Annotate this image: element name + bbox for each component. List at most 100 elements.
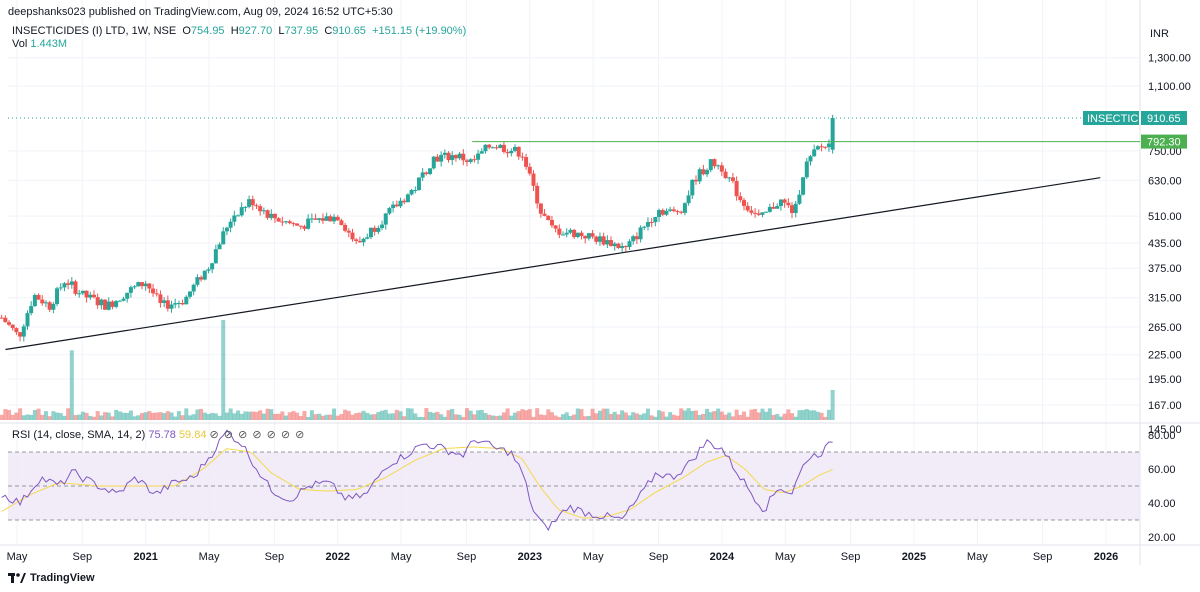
rsi-legend: RSI (14, close, SMA, 14, 2) 75.78 59.84 …: [12, 428, 305, 441]
candle-body: [295, 223, 300, 226]
tradingview-logo[interactable]: TradingView: [8, 572, 95, 584]
rsi-label[interactable]: RSI (14, close, SMA, 14, 2): [12, 429, 146, 441]
volume-bar: [439, 414, 444, 420]
volume-value: 1.443M: [30, 38, 68, 50]
volume-bar: [660, 411, 665, 420]
volume-bar: [520, 409, 525, 420]
candle-body: [176, 303, 181, 305]
time-tick-label: May: [775, 551, 796, 563]
candle-body: [306, 218, 311, 229]
candle-body: [498, 144, 503, 148]
candle-body: [668, 209, 673, 211]
volume-bar: [191, 414, 196, 420]
volume-bar: [549, 412, 554, 420]
volume-bar: [284, 415, 289, 420]
ohlc-open-label: O: [182, 25, 191, 37]
volume-bar: [516, 411, 521, 420]
candle-body: [701, 169, 706, 175]
candle-body: [472, 159, 477, 161]
candle-body: [47, 302, 52, 310]
candle-body: [117, 300, 122, 302]
candle-body: [280, 221, 285, 223]
publish-line: deepshanks023 published on TradingView.c…: [8, 6, 393, 18]
volume-bar: [368, 414, 373, 420]
volume-bar: [162, 413, 167, 420]
volume-bar: [372, 414, 377, 420]
hidden-eye-icon[interactable]: ⊘ ⊘ ⊘ ⊘ ⊘ ⊘ ⊘: [209, 429, 306, 441]
candle-body: [520, 156, 525, 158]
volume-legend: Vol 1.443M: [12, 38, 67, 50]
time-tick-label: May: [967, 551, 988, 563]
candle-body: [380, 224, 385, 228]
rsi-sma-line: [1, 446, 833, 519]
volume-bar: [465, 408, 470, 420]
symbol-name[interactable]: INSECTICIDES (I) LTD, 1W, NSE: [12, 25, 177, 37]
candle-body: [357, 240, 362, 243]
volume-bar: [457, 414, 462, 420]
candle-body: [634, 236, 639, 240]
volume-bar: [62, 415, 67, 420]
volume-bar: [398, 411, 403, 420]
volume-bar: [0, 414, 4, 420]
volume-bar: [95, 411, 100, 420]
volume-bar: [139, 413, 144, 420]
candle-body: [376, 227, 381, 232]
volume-bar: [88, 415, 93, 420]
volume-bar: [354, 413, 359, 420]
volume-bar: [501, 412, 506, 420]
resistance-price-badge: [1141, 134, 1187, 149]
rsi-band-fill: [8, 452, 1140, 520]
price-tick-label: 435.00: [1148, 238, 1182, 250]
candle-body: [465, 160, 470, 162]
candle-body: [106, 301, 111, 310]
candle-body: [657, 210, 662, 218]
candle-body: [542, 213, 547, 216]
candle-body: [553, 225, 558, 229]
time-tick-label: Sep: [457, 551, 477, 563]
volume-bar: [154, 412, 159, 420]
candle-body: [354, 239, 359, 241]
candle-body: [483, 144, 488, 152]
volume-label: Vol: [12, 38, 28, 50]
volume-bar: [221, 320, 226, 420]
candle-body: [494, 147, 499, 149]
volume-bar: [590, 408, 595, 420]
time-tick-label: Sep: [1033, 551, 1053, 563]
volume-bar: [697, 414, 702, 420]
volume-bar: [199, 408, 204, 420]
currency-label[interactable]: INR: [1150, 28, 1169, 40]
candle-body: [435, 156, 440, 162]
candle-body: [513, 146, 518, 151]
volume-bar: [55, 412, 60, 420]
volume-bar: [738, 414, 743, 420]
candle-body: [605, 240, 610, 245]
volume-bar: [173, 416, 178, 420]
candle-body: [775, 206, 780, 209]
candle-body: [682, 203, 687, 213]
volume-bar: [708, 412, 713, 420]
candle-body: [413, 190, 418, 192]
candle-body: [586, 233, 591, 239]
volume-bars: [0, 320, 835, 420]
candle-body: [394, 204, 399, 207]
time-tick-label: 2025: [902, 551, 926, 563]
volume-bar: [664, 416, 669, 420]
volume-bar: [653, 416, 658, 420]
candle-body: [187, 291, 192, 297]
candle-body: [686, 195, 691, 204]
candle-body: [339, 220, 344, 225]
volume-bar: [638, 414, 643, 420]
candle-body: [217, 244, 222, 250]
candle-body: [745, 205, 750, 211]
volume-bar: [483, 413, 488, 420]
volume-bar: [730, 416, 735, 420]
candle-body: [557, 228, 562, 235]
volume-bar: [261, 413, 266, 420]
time-tick-label: 2026: [1094, 551, 1118, 563]
volume-bar: [764, 411, 769, 420]
candle-body: [693, 179, 698, 182]
volume-bar: [509, 415, 514, 420]
candle-body: [236, 215, 241, 217]
candle-body: [206, 269, 211, 271]
